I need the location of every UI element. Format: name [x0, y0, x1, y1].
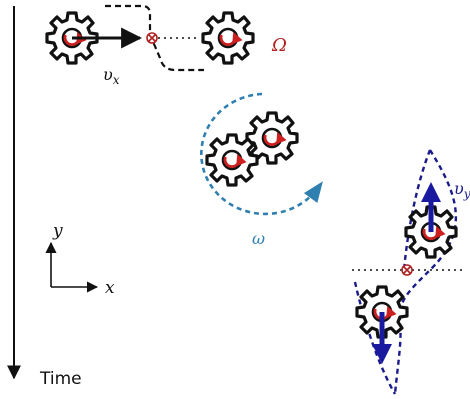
time-label: Time [39, 369, 82, 389]
axis-y-label: y [52, 221, 63, 241]
gear-icon [203, 13, 253, 63]
omega-small-label: ω [252, 229, 265, 248]
vx-label: υx [103, 65, 120, 87]
vertical-dashed-path [353, 149, 457, 395]
gear-icon [207, 135, 257, 185]
axis-x-label: x [105, 278, 115, 298]
translation-y-group: υy [352, 149, 470, 395]
omega-big-label: Ω [271, 35, 287, 56]
translation-x-group: Ω υx [47, 4, 287, 87]
coordinate-axes: y x [45, 221, 115, 298]
vy-label: υy [454, 179, 470, 201]
orbit-path [200, 92, 323, 216]
orbit-group: ω [200, 92, 323, 248]
